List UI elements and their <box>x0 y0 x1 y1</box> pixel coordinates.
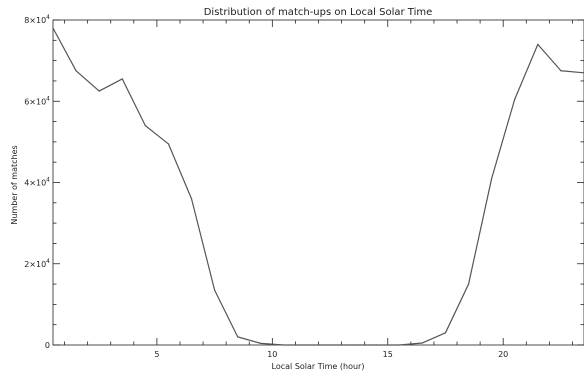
data-point <box>398 344 400 346</box>
data-point <box>237 336 239 338</box>
data-point <box>444 332 447 334</box>
x-tick-label: 10 <box>267 350 277 359</box>
y-tick-label: 6×104 <box>24 95 50 106</box>
x-axis: 5 10 15 20 <box>64 20 573 359</box>
data-point <box>260 342 262 344</box>
data-point <box>421 342 423 344</box>
data-point <box>352 344 354 346</box>
x-tick-label: 15 <box>383 350 393 359</box>
series-line <box>52 27 584 346</box>
series-layer <box>52 27 584 346</box>
data-point <box>537 43 539 45</box>
x-tick-label: 20 <box>498 350 508 359</box>
y-axis: 0 2×104 4×104 6×104 8×104 <box>24 14 584 350</box>
data-point <box>75 70 77 72</box>
plot-frame <box>52 19 584 346</box>
data-point <box>98 90 100 92</box>
data-point <box>560 70 562 72</box>
data-point <box>144 125 146 127</box>
y-axis-label: Number of matches <box>10 145 19 224</box>
y-tick-label: 2×104 <box>24 258 50 269</box>
data-point <box>306 344 308 346</box>
x-axis-label: Local Solar Time (hour) <box>272 362 365 371</box>
y-tick-label: 8×104 <box>24 14 50 25</box>
data-point <box>167 143 170 145</box>
y-tick-label: 0 <box>45 341 50 350</box>
data-point <box>329 344 331 346</box>
data-point <box>121 78 123 80</box>
data-point <box>467 283 470 285</box>
y-tick-label: 4×104 <box>24 177 50 188</box>
data-point <box>52 27 54 29</box>
data-point <box>283 344 285 346</box>
data-point <box>190 198 193 200</box>
plot-border <box>52 19 584 346</box>
data-point <box>375 344 377 346</box>
data-point <box>514 98 516 100</box>
data-point <box>491 177 493 180</box>
chart-title: Distribution of match-ups on Local Solar… <box>204 7 433 18</box>
data-point <box>214 289 216 291</box>
x-tick-label: 5 <box>154 350 159 359</box>
